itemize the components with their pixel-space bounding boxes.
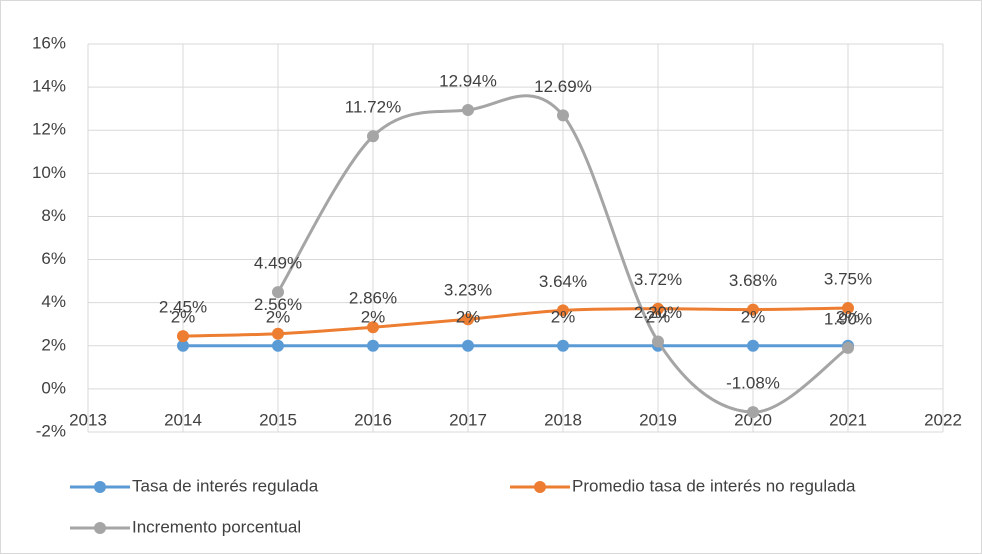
data-point [557,339,569,352]
y-tick-label: 0% [41,378,66,397]
data-point [462,103,474,116]
x-tick-label: 2022 [924,410,962,429]
data-label: 4.49% [254,254,302,273]
y-tick-label: 2% [41,335,66,354]
data-label: 2% [456,307,481,326]
x-tick-label: 2014 [164,410,202,429]
data-label: 3.72% [634,270,682,289]
data-label: 11.72% [345,98,401,117]
data-point [462,339,474,352]
data-point [177,339,189,352]
data-point [462,313,474,326]
data-label: 1.90% [824,309,872,328]
data-point [557,109,569,122]
data-label: 2% [741,307,766,326]
x-tick-label: 2020 [734,410,772,429]
x-tick-label: 2021 [829,410,867,429]
data-label: 2.45% [159,298,207,317]
data-label: 2% [171,307,196,326]
data-label: 12.69% [534,77,592,96]
data-point [272,327,284,340]
x-tick-label: 2013 [69,410,107,429]
x-tick-label: 2015 [259,410,297,429]
y-tick-label: 16% [32,33,66,52]
data-point [272,339,284,352]
data-point [652,335,664,348]
data-label: 2.20% [634,303,682,322]
data-label: 2% [836,307,861,326]
data-label: 3.68% [729,271,777,290]
data-label: 2% [266,307,291,326]
data-point [177,330,189,343]
data-label: -1.08% [726,374,780,393]
series-line [182,306,849,338]
data-point [367,321,379,334]
data-label: 3.64% [539,272,587,291]
legend-label: Promedio tasa de interés no regulada [572,476,856,495]
data-point [557,304,569,317]
data-point [747,406,759,419]
data-label: 2% [646,307,671,326]
data-label: 3.75% [824,270,872,289]
data-label: 2% [551,307,576,326]
legend-marker [534,481,546,493]
legend-label: Tasa de interés regulada [132,476,319,495]
y-tick-label: 14% [32,77,66,96]
data-point [842,302,854,315]
data-point [272,286,284,299]
x-tick-label: 2017 [449,410,487,429]
y-tick-label: -2% [36,421,66,440]
legend-marker [94,522,106,534]
data-point [747,339,759,352]
data-point [747,303,759,316]
y-tick-label: 6% [41,249,66,268]
y-tick-label: 4% [41,292,66,311]
data-point [842,341,854,354]
x-tick-label: 2019 [639,410,677,429]
y-tick-label: 10% [32,163,66,182]
data-point [652,302,664,315]
x-tick-label: 2016 [354,410,392,429]
x-tick-label: 2018 [544,410,582,429]
y-tick-label: 8% [41,206,66,225]
data-label: 12.94% [439,71,497,90]
data-label: 3.23% [444,281,492,300]
data-point [367,339,379,352]
data-label: 2.86% [349,289,397,308]
data-point [367,130,379,143]
legend-label: Incremento porcentual [132,517,301,536]
y-tick-label: 12% [32,120,66,139]
data-label: 2% [361,307,386,326]
data-label: 2.56% [254,295,302,314]
legend-marker [94,481,106,493]
